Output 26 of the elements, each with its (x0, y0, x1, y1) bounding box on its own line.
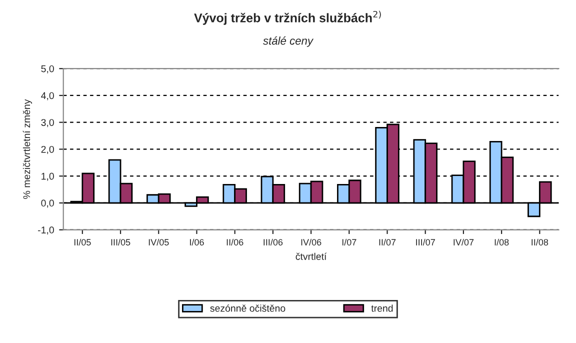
x-tick-label: IV/05 (148, 238, 169, 246)
x-tick-label: I/08 (494, 238, 509, 246)
x-tick-label: IV/06 (301, 238, 322, 246)
legend-label: sezónně očištěno (210, 304, 286, 312)
y-tick-label: 4,0 (41, 92, 54, 100)
legend-label: trend (371, 304, 393, 312)
y-tick-label: -1,0 (38, 226, 54, 235)
y-tick-label: 3,0 (41, 119, 54, 128)
y-axis-title: % mezičtvrtletní změny (22, 99, 32, 199)
y-tick-label: 5,0 (41, 65, 54, 74)
x-tick-label: II/07 (379, 238, 396, 246)
x-tick-label: II/08 (532, 238, 548, 246)
chart-title: Vývoj tržeb v tržních službách$^{2)}$ (194, 10, 381, 25)
y-tick-label: 0,0 (41, 200, 54, 208)
x-tick-label: I/06 (190, 238, 204, 246)
x-tick-label: II/05 (74, 238, 91, 246)
x-tick-label: I/07 (342, 238, 356, 246)
chart-subtitle: stálé ceny (263, 36, 314, 47)
x-tick-label: III/07 (416, 238, 435, 246)
x-axis-title: čtvrtletí (296, 252, 327, 260)
y-tick-label: 1,0 (42, 172, 54, 181)
y-tick-label: 2,0 (41, 146, 54, 154)
x-tick-label: II/06 (226, 238, 244, 246)
x-tick-label: IV/07 (454, 238, 474, 246)
x-tick-label: III/05 (111, 238, 130, 246)
x-tick-label: III/06 (264, 238, 283, 246)
